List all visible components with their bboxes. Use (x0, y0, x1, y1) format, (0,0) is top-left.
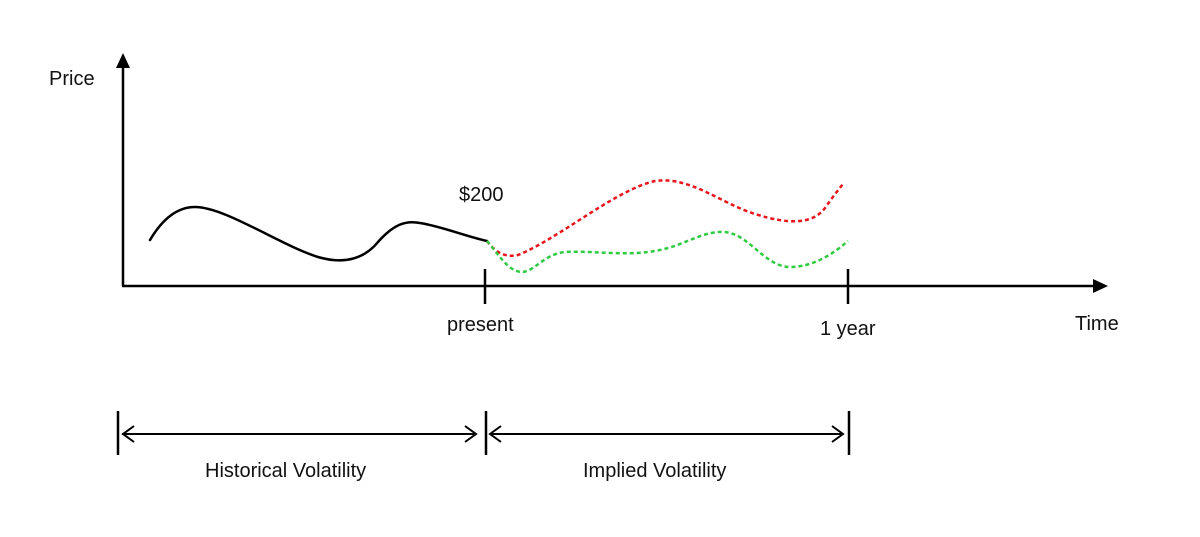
historical-arrowhead-right (464, 425, 478, 443)
implied-lower-path (486, 230, 849, 274)
implied-volatility-label: Implied Volatility (583, 460, 726, 482)
y-axis-arrowhead (116, 53, 130, 68)
x-axis-arrowhead (1093, 279, 1108, 293)
span-markers (116, 411, 851, 455)
implied-upper-path (485, 179, 844, 257)
y-axis-label: Price (49, 68, 95, 90)
implied-arrowhead-right (831, 425, 845, 443)
present-label: present (447, 314, 514, 336)
price-label: $200 (459, 184, 504, 206)
implied-arrowhead-left (488, 425, 502, 443)
y-axis: Price (49, 53, 130, 286)
x-axis-label: Time (1075, 313, 1119, 335)
historical-volatility-label: Historical Volatility (205, 460, 366, 482)
historical-price-curve (148, 205, 489, 262)
x-axis: Time (122, 279, 1119, 335)
historical-arrowhead-left (121, 425, 135, 443)
one-year-label: 1 year (820, 318, 876, 340)
